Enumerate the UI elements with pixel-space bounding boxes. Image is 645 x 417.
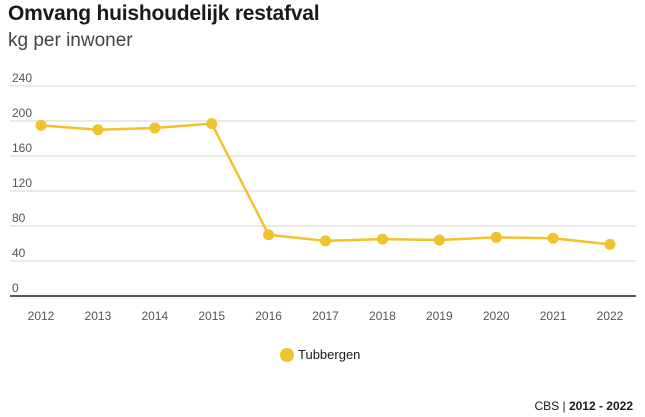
y-tick-label: 120	[12, 176, 32, 190]
data-point	[206, 118, 218, 130]
x-tick-label: 2017	[312, 309, 339, 323]
data-point	[376, 233, 388, 245]
y-tick-label: 80	[12, 211, 26, 225]
source-period: 2012 - 2022	[568, 399, 633, 413]
data-point	[604, 238, 616, 250]
chart-subtitle: kg per inwoner	[8, 30, 133, 51]
source-note: CBS | 2012 - 2022	[534, 399, 633, 413]
chart-title: Omvang huishoudelijk restafval	[8, 2, 320, 25]
legend-label: Tubbergen	[298, 347, 361, 362]
data-point	[433, 234, 445, 246]
data-point	[490, 231, 502, 243]
legend-marker	[280, 347, 294, 362]
x-tick-label: 2014	[141, 309, 168, 323]
x-tick-label: 2020	[483, 309, 510, 323]
data-point	[547, 232, 559, 244]
data-point	[320, 235, 331, 247]
data-point	[149, 122, 161, 134]
y-tick-label: 240	[12, 71, 32, 85]
x-tick-label: 2022	[597, 309, 624, 323]
x-tick-label: 2021	[540, 309, 567, 323]
legend: Tubbergen	[280, 347, 360, 362]
data-point	[35, 119, 47, 131]
x-tick-label: 2015	[198, 309, 225, 323]
x-tick-label: 2016	[255, 309, 282, 323]
y-tick-label: 200	[12, 106, 32, 120]
source-separator: |	[562, 399, 566, 413]
data-point	[263, 229, 275, 241]
y-tick-label: 160	[12, 141, 32, 155]
y-tick-label: 0	[12, 281, 19, 295]
x-tick-label: 2012	[28, 309, 55, 323]
x-tick-label: 2013	[85, 309, 112, 323]
x-tick-label: 2019	[426, 309, 453, 323]
x-tick-label: 2018	[369, 309, 396, 323]
source-label: CBS	[534, 399, 560, 413]
y-tick-label: 40	[12, 246, 26, 260]
data-point	[92, 124, 104, 136]
